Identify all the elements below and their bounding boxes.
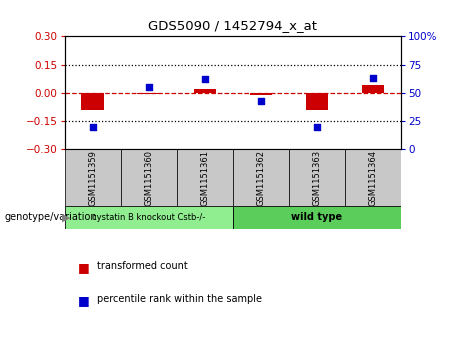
Point: [145, 84, 152, 90]
Point: [369, 75, 377, 81]
Point: [257, 98, 265, 104]
Text: ▶: ▶: [62, 212, 71, 223]
Bar: [289, 150, 345, 206]
Text: GSM1151360: GSM1151360: [144, 150, 153, 206]
Bar: [306, 93, 328, 110]
Bar: [250, 93, 272, 95]
Point: [89, 124, 96, 130]
Text: percentile rank within the sample: percentile rank within the sample: [97, 294, 262, 304]
Bar: [65, 206, 233, 229]
Bar: [177, 150, 233, 206]
Text: GSM1151364: GSM1151364: [368, 150, 378, 206]
Point: [201, 76, 208, 82]
Text: GSM1151359: GSM1151359: [88, 150, 97, 206]
Text: GSM1151361: GSM1151361: [200, 150, 209, 206]
Bar: [121, 150, 177, 206]
Text: cystatin B knockout Cstb-/-: cystatin B knockout Cstb-/-: [92, 213, 205, 222]
Text: genotype/variation: genotype/variation: [5, 212, 97, 223]
Bar: [362, 85, 384, 93]
Text: GSM1151362: GSM1151362: [256, 150, 266, 206]
Text: ■: ■: [78, 294, 90, 307]
Bar: [137, 93, 160, 94]
Point: [313, 124, 321, 130]
Text: wild type: wild type: [291, 212, 343, 223]
Text: transformed count: transformed count: [97, 261, 188, 272]
Text: GSM1151363: GSM1151363: [313, 150, 321, 206]
Title: GDS5090 / 1452794_x_at: GDS5090 / 1452794_x_at: [148, 19, 317, 32]
Bar: [233, 206, 401, 229]
Bar: [194, 89, 216, 93]
Bar: [82, 93, 104, 110]
Text: ■: ■: [78, 261, 90, 274]
Bar: [345, 150, 401, 206]
Bar: [65, 150, 121, 206]
Bar: [233, 150, 289, 206]
